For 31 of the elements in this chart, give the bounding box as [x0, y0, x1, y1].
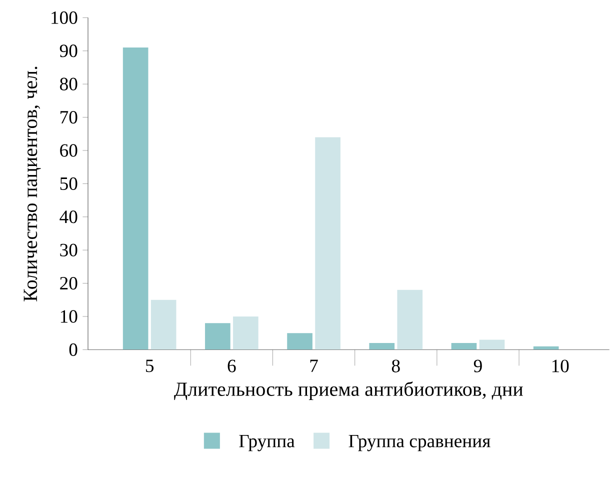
y-tick-label: 40 [60, 210, 78, 224]
bar [479, 340, 505, 350]
x-tick-label: 5 [146, 360, 154, 372]
x-tick-label: 9 [474, 360, 482, 372]
legend-label: Группа [239, 434, 295, 452]
y-tick-label: 50 [60, 177, 78, 190]
y-tick-label: 80 [60, 78, 78, 90]
y-tick-label: 70 [60, 110, 78, 124]
x-tick-label: 6 [228, 360, 236, 372]
bar [150, 300, 176, 350]
bar [315, 137, 340, 350]
bar [451, 343, 477, 350]
bar [397, 290, 423, 350]
y-tick-label: 0 [69, 343, 78, 356]
y-tick-label: 30 [60, 244, 78, 256]
x-tick-label: 7 [310, 360, 318, 372]
y-tick-label: 90 [60, 44, 78, 58]
y-tick-label: 60 [60, 144, 78, 157]
bar [122, 48, 148, 350]
bar [233, 316, 258, 350]
bar [369, 343, 395, 350]
legend-label: Группа сравнения [348, 434, 490, 452]
x-tick-label: 10 [552, 360, 569, 372]
x-axis-title: Длительность приема антибиотиков, дни [174, 381, 523, 400]
bar [205, 323, 230, 350]
y-axis-title: Количество пациентов, чел. [24, 66, 41, 302]
y-tick-label: 10 [60, 310, 78, 323]
x-tick-label: 8 [392, 360, 400, 372]
y-tick-label: 100 [52, 11, 78, 24]
bar [287, 333, 312, 350]
y-tick-label: 20 [60, 276, 78, 290]
